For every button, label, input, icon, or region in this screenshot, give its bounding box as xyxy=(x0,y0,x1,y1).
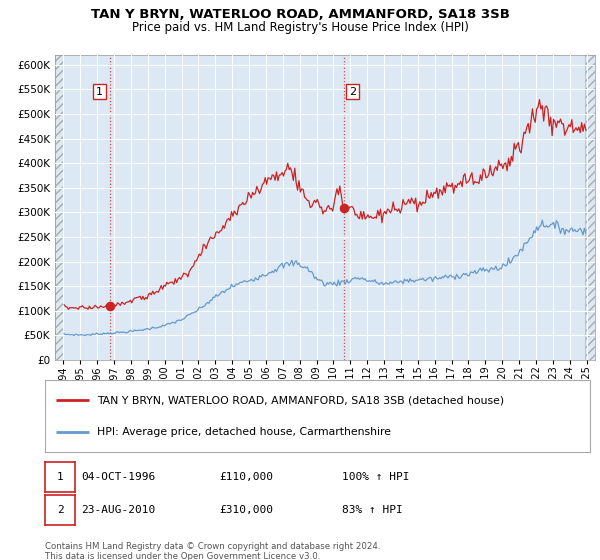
Text: 100% ↑ HPI: 100% ↑ HPI xyxy=(342,472,409,482)
Text: £310,000: £310,000 xyxy=(219,505,273,515)
Text: 04-OCT-1996: 04-OCT-1996 xyxy=(81,472,155,482)
Bar xyxy=(585,55,595,360)
Point xyxy=(105,301,115,310)
Text: HPI: Average price, detached house, Carmarthenshire: HPI: Average price, detached house, Carm… xyxy=(97,427,391,437)
Text: 83% ↑ HPI: 83% ↑ HPI xyxy=(342,505,403,515)
Text: £110,000: £110,000 xyxy=(219,472,273,482)
Text: TAN Y BRYN, WATERLOO ROAD, AMMANFORD, SA18 3SB (detached house): TAN Y BRYN, WATERLOO ROAD, AMMANFORD, SA… xyxy=(97,395,504,405)
Text: TAN Y BRYN, WATERLOO ROAD, AMMANFORD, SA18 3SB: TAN Y BRYN, WATERLOO ROAD, AMMANFORD, SA… xyxy=(91,8,509,21)
Text: 23-AUG-2010: 23-AUG-2010 xyxy=(81,505,155,515)
Text: Contains HM Land Registry data © Crown copyright and database right 2024.
This d: Contains HM Land Registry data © Crown c… xyxy=(45,542,380,560)
Text: 1: 1 xyxy=(56,472,64,482)
Text: 2: 2 xyxy=(56,505,64,515)
Bar xyxy=(55,55,64,360)
Point xyxy=(340,203,349,212)
Text: 1: 1 xyxy=(96,87,103,97)
Text: Price paid vs. HM Land Registry's House Price Index (HPI): Price paid vs. HM Land Registry's House … xyxy=(131,21,469,34)
Text: 2: 2 xyxy=(349,87,356,97)
